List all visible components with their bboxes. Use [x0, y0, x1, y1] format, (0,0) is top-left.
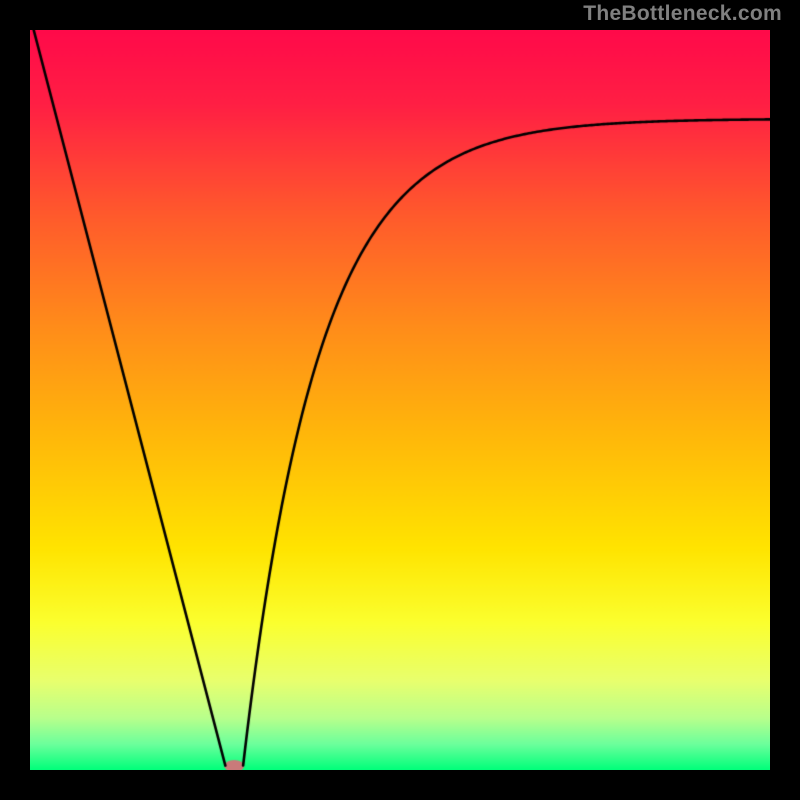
bottleneck-chart-canvas — [30, 30, 770, 770]
plot-frame — [30, 30, 770, 770]
watermark-text: TheBottleneck.com — [583, 2, 782, 26]
